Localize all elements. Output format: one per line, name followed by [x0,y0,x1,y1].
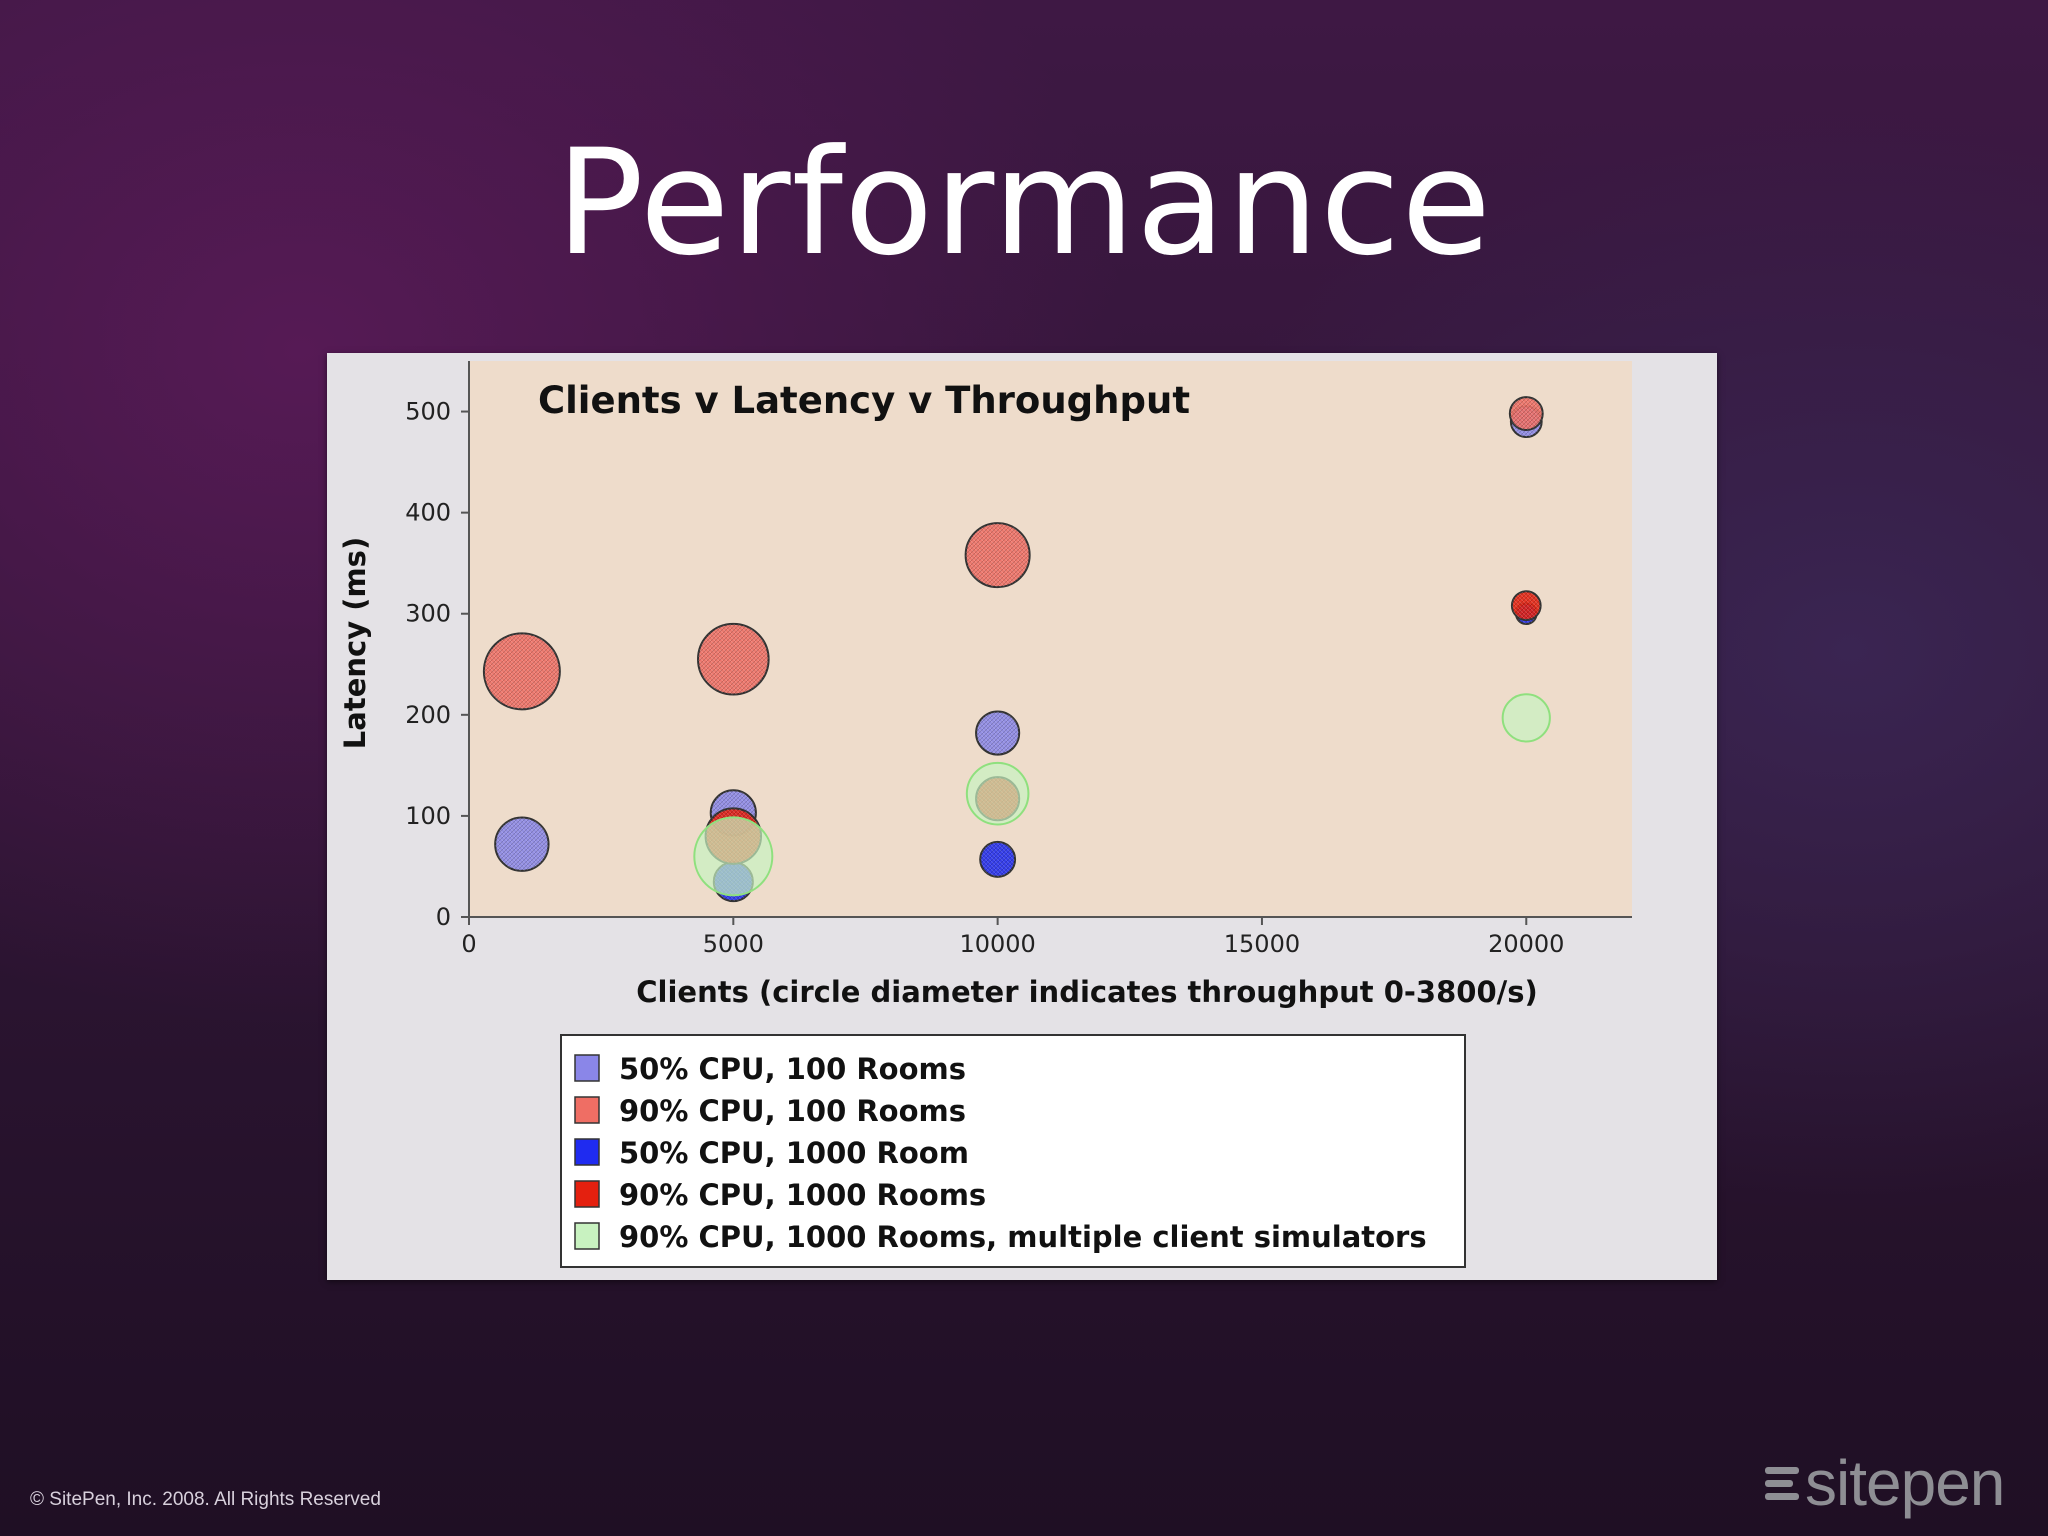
data-point-texture [698,623,769,695]
legend-box [560,1034,1466,1268]
data-point-texture [965,523,1030,588]
plot-area [469,361,1632,917]
legend-label: 50% CPU, 1000 Room [619,1136,969,1170]
legend-swatch [574,1096,600,1124]
legend-label: 90% CPU, 1000 Rooms [619,1178,986,1212]
chart-title: Clients v Latency v Throughput [538,379,1190,422]
y-tick-label: 200 [405,701,451,729]
logo-text: sitepen [1805,1447,2005,1519]
x-axis-label: Clients (circle diameter indicates throu… [636,975,1537,1009]
legend-label: 50% CPU, 100 Rooms [619,1052,966,1086]
chart-legend: 50% CPU, 100 Rooms 90% CPU, 100 Rooms 50% … [560,1034,1466,1268]
data-point-texture [483,633,560,710]
legend-swatch [574,1138,600,1166]
x-tick-label: 0 [461,930,476,958]
chart-panel: 0 100 200 300 400 500 0 5000 10000 15000 20000 Cli… [327,353,1717,1280]
y-tick-label: 300 [405,600,451,628]
copyright-notice: © SitePen, Inc. 2008. All Rights Reserve… [30,1489,381,1510]
data-point [965,761,1030,826]
legend-label: 90% CPU, 1000 Rooms, multiple client sim… [619,1220,1427,1254]
legend-swatch [574,1222,600,1250]
y-tick-label: 0 [436,903,451,931]
x-tick-label: 10000 [959,930,1035,958]
legend-swatch [574,1180,600,1208]
data-point-texture [976,711,1020,755]
legend-label: 90% CPU, 100 Rooms [619,1094,966,1128]
data-point-texture [1509,397,1543,430]
slide-title: Performance [555,118,1493,288]
data-point-texture [980,841,1016,877]
logo-mark-icon [1765,1466,1799,1500]
x-tick-label: 5000 [703,930,764,958]
data-point [1501,693,1551,743]
sitepen-logo: sitepen [1765,1447,2005,1519]
y-axis-label: Latency (ms) [338,537,372,749]
y-tick-label: 400 [405,499,451,527]
data-point-texture [1511,591,1541,621]
y-tick-label: 100 [405,802,451,830]
x-tick-label: 20000 [1488,930,1564,958]
y-tick-label: 500 [405,398,451,426]
legend-swatch [574,1054,600,1082]
data-point-texture [495,817,549,871]
x-tick-label: 15000 [1224,930,1300,958]
data-point [693,816,774,897]
